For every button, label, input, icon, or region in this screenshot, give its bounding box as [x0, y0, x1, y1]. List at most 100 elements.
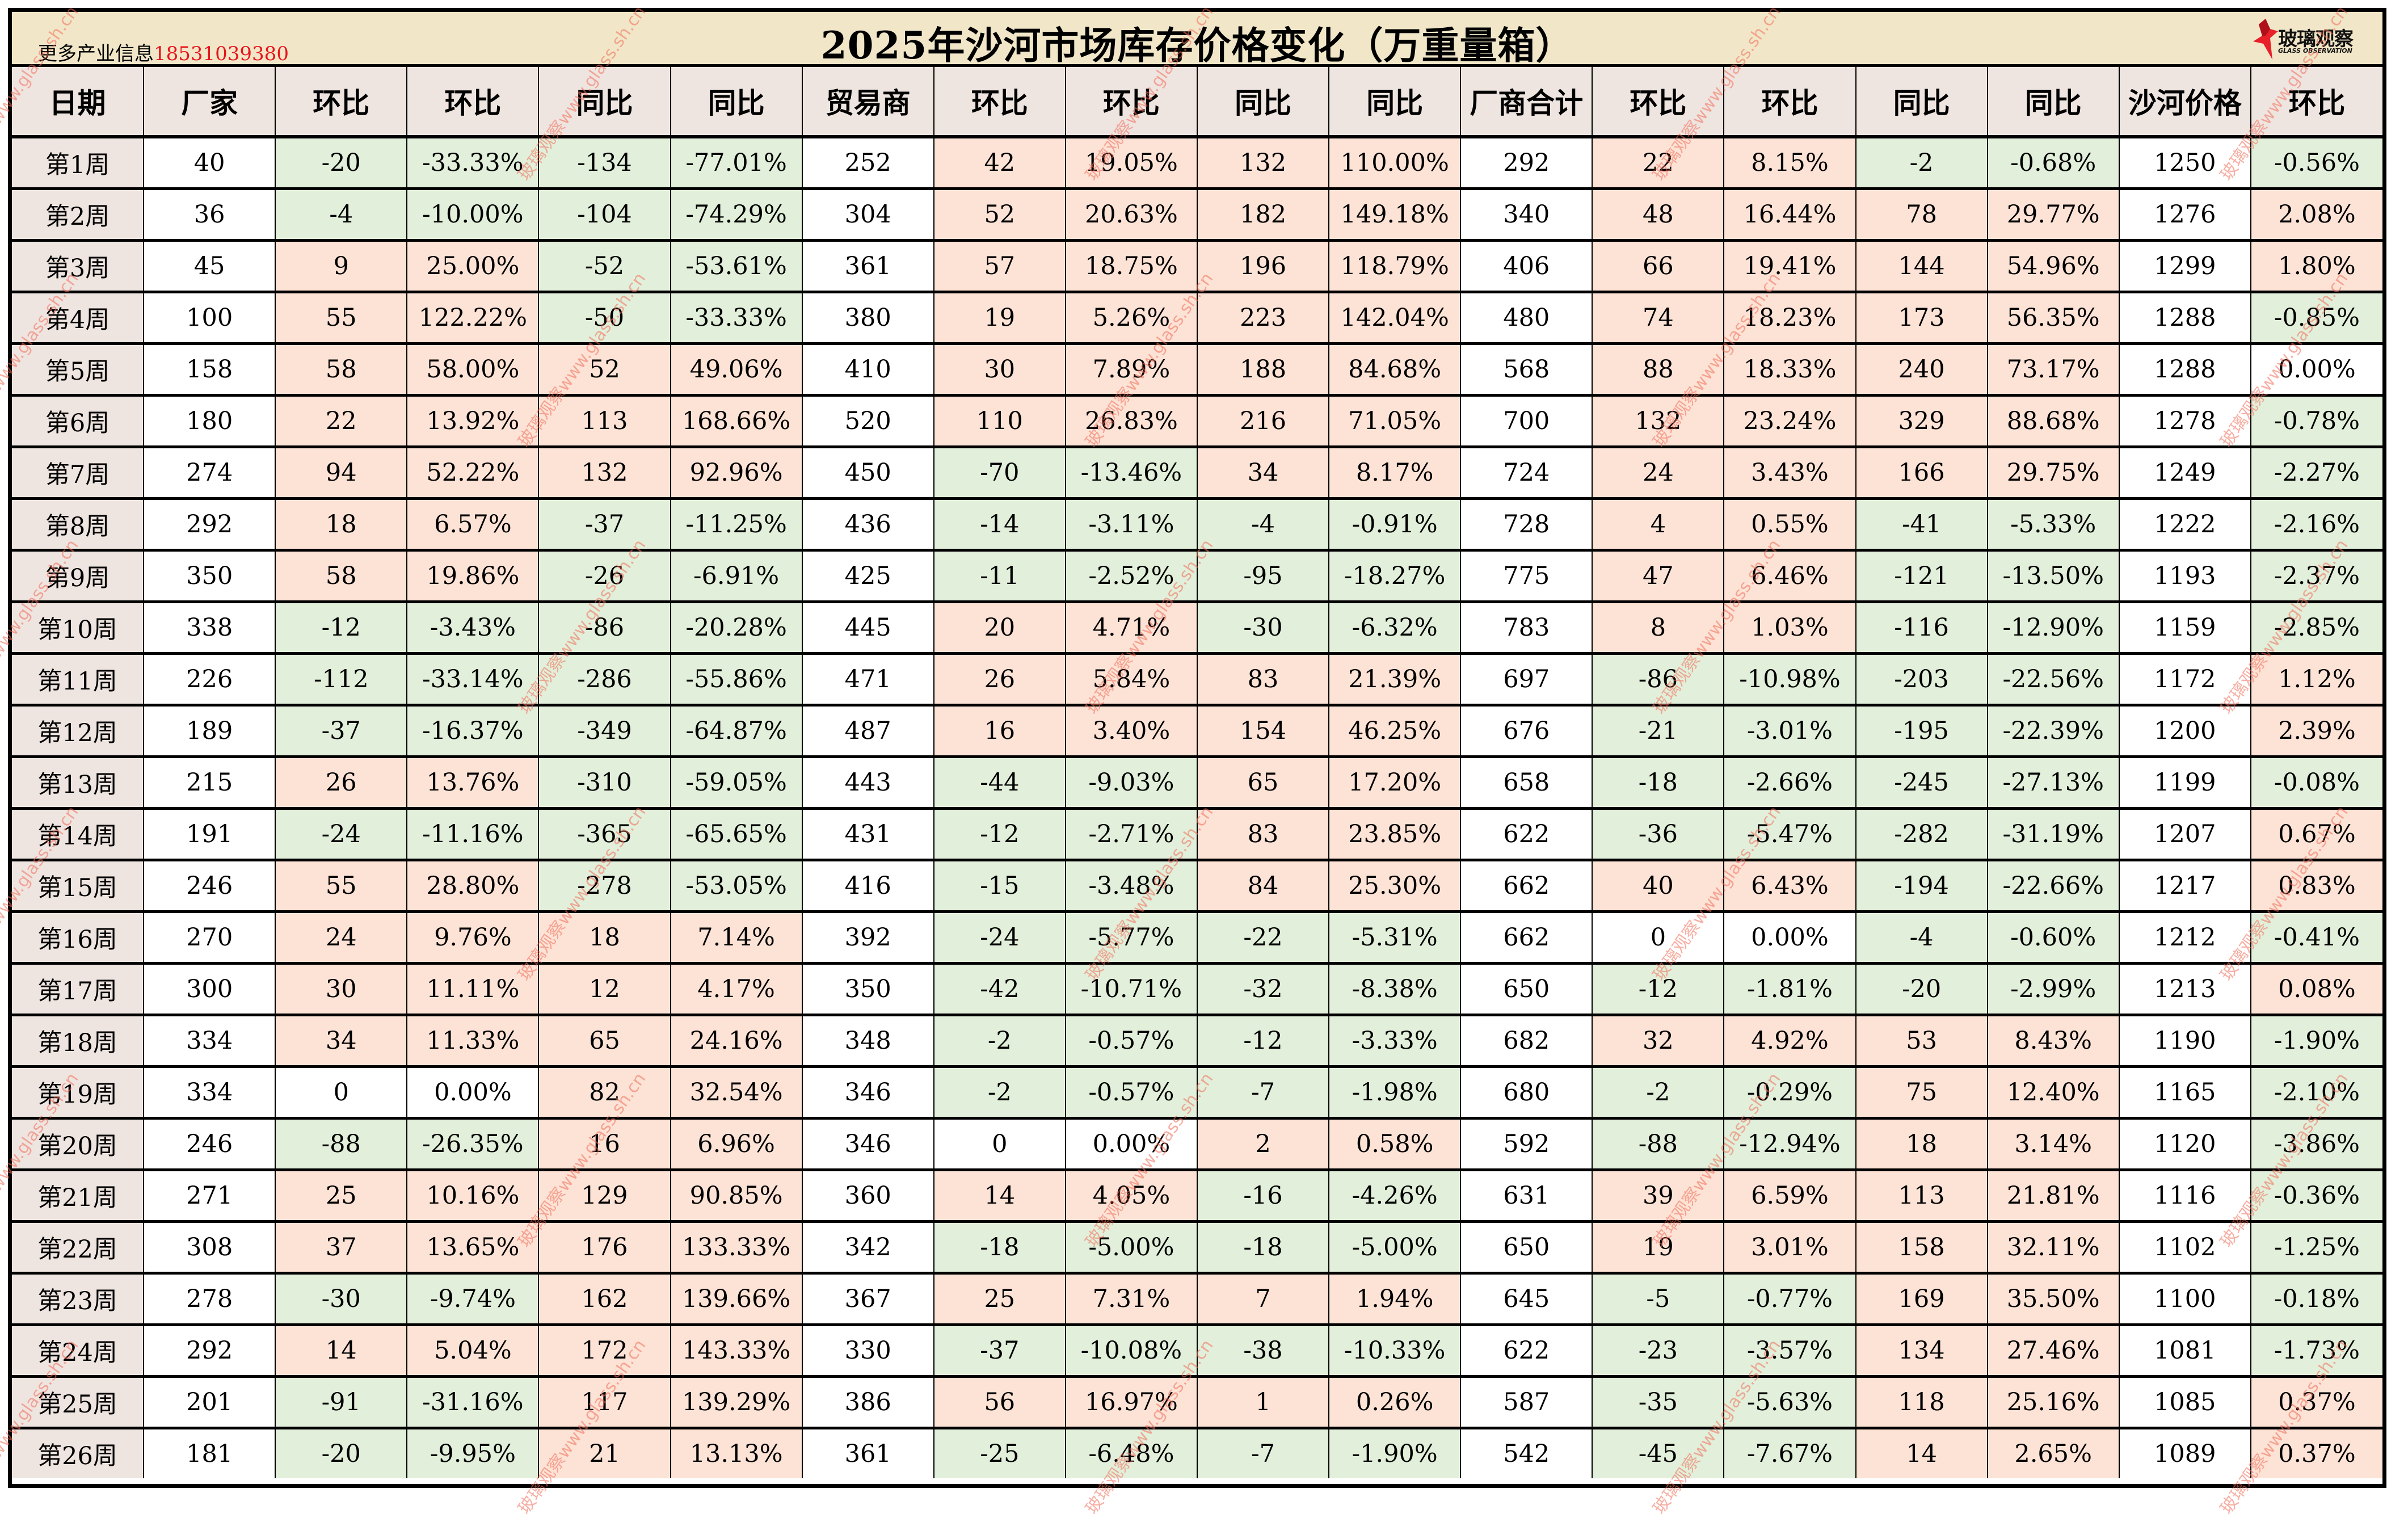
data-cell[interactable]: 0: [1592, 911, 1725, 965]
data-cell[interactable]: -16: [1197, 1170, 1330, 1223]
data-cell[interactable]: 21.81%: [1987, 1170, 2120, 1223]
data-cell[interactable]: 658: [1460, 756, 1593, 810]
data-cell[interactable]: 57: [933, 240, 1066, 293]
data-cell[interactable]: 154: [1197, 705, 1330, 758]
data-cell[interactable]: 75: [1855, 1066, 1988, 1120]
data-cell[interactable]: 0.83%: [2250, 860, 2382, 913]
data-cell[interactable]: 201: [144, 1376, 276, 1429]
data-cell[interactable]: 142.04%: [1329, 292, 1462, 345]
data-cell[interactable]: 88: [1592, 343, 1725, 397]
data-cell[interactable]: 18: [1855, 1118, 1988, 1171]
data-cell[interactable]: 1.12%: [2250, 653, 2382, 707]
data-cell[interactable]: 4.92%: [1724, 1015, 1856, 1068]
data-cell[interactable]: 1100: [2119, 1273, 2251, 1326]
data-cell[interactable]: 215: [144, 756, 276, 810]
data-cell[interactable]: 2.08%: [2250, 188, 2382, 242]
data-cell[interactable]: 52: [538, 343, 671, 397]
data-cell[interactable]: -116: [1855, 602, 1988, 655]
data-cell[interactable]: 14: [933, 1170, 1066, 1223]
data-cell[interactable]: 8.15%: [1724, 137, 1856, 190]
data-cell[interactable]: 724: [1460, 447, 1593, 500]
week-cell[interactable]: 第18周: [12, 1015, 145, 1068]
data-cell[interactable]: -12: [933, 808, 1066, 861]
data-cell[interactable]: -12: [1592, 963, 1725, 1016]
data-cell[interactable]: 46.25%: [1329, 705, 1462, 758]
data-cell[interactable]: 0.55%: [1724, 498, 1856, 552]
data-cell[interactable]: 216: [1197, 395, 1330, 448]
data-cell[interactable]: 338: [144, 602, 276, 655]
data-cell[interactable]: -42: [933, 963, 1066, 1016]
week-cell[interactable]: 第23周: [12, 1273, 145, 1326]
data-cell[interactable]: -0.77%: [1724, 1273, 1856, 1326]
data-cell[interactable]: 5.84%: [1065, 653, 1198, 707]
data-cell[interactable]: 1.94%: [1329, 1273, 1462, 1326]
data-cell[interactable]: -0.78%: [2250, 395, 2382, 448]
data-cell[interactable]: 90.85%: [670, 1170, 803, 1223]
data-cell[interactable]: 676: [1460, 705, 1593, 758]
data-cell[interactable]: -0.60%: [1987, 911, 2120, 965]
data-cell[interactable]: 367: [802, 1273, 934, 1326]
data-cell[interactable]: 36: [144, 188, 276, 242]
data-cell[interactable]: 34: [1197, 447, 1330, 500]
data-cell[interactable]: -121: [1855, 550, 1988, 603]
data-cell[interactable]: -4: [1855, 911, 1988, 965]
data-cell[interactable]: -64.87%: [670, 705, 803, 758]
data-cell[interactable]: 55: [275, 292, 408, 345]
data-cell[interactable]: -1.98%: [1329, 1066, 1462, 1120]
data-cell[interactable]: -3.86%: [2250, 1118, 2382, 1171]
data-cell[interactable]: 158: [144, 343, 276, 397]
data-cell[interactable]: 32.54%: [670, 1066, 803, 1120]
data-cell[interactable]: 34: [275, 1015, 408, 1068]
data-cell[interactable]: 1199: [2119, 756, 2251, 810]
data-cell[interactable]: 19.41%: [1724, 240, 1856, 293]
data-cell[interactable]: 56: [933, 1376, 1066, 1429]
data-cell[interactable]: -5.47%: [1724, 808, 1856, 861]
data-cell[interactable]: 587: [1460, 1376, 1593, 1429]
data-cell[interactable]: -41: [1855, 498, 1988, 552]
data-cell[interactable]: 78: [1855, 188, 1988, 242]
data-cell[interactable]: 416: [802, 860, 934, 913]
data-cell[interactable]: 21: [538, 1428, 671, 1478]
data-cell[interactable]: -0.08%: [2250, 756, 2382, 810]
data-cell[interactable]: 32: [1592, 1015, 1725, 1068]
data-cell[interactable]: -44: [933, 756, 1066, 810]
data-cell[interactable]: 88.68%: [1987, 395, 2120, 448]
data-cell[interactable]: 17.20%: [1329, 756, 1462, 810]
week-cell[interactable]: 第5周: [12, 343, 145, 397]
data-cell[interactable]: -11.25%: [670, 498, 803, 552]
data-cell[interactable]: 14: [1855, 1428, 1988, 1478]
data-cell[interactable]: 133.33%: [670, 1221, 803, 1275]
data-cell[interactable]: 20.63%: [1065, 188, 1198, 242]
data-cell[interactable]: -26: [538, 550, 671, 603]
data-cell[interactable]: 40: [144, 137, 276, 190]
data-cell[interactable]: 132: [1197, 137, 1330, 190]
data-cell[interactable]: 1081: [2119, 1324, 2251, 1378]
data-cell[interactable]: -12.94%: [1724, 1118, 1856, 1171]
data-cell[interactable]: 223: [1197, 292, 1330, 345]
data-cell[interactable]: -88: [275, 1118, 408, 1171]
data-cell[interactable]: 168.66%: [670, 395, 803, 448]
data-cell[interactable]: 110.00%: [1329, 137, 1462, 190]
data-cell[interactable]: 3.40%: [1065, 705, 1198, 758]
data-cell[interactable]: 568: [1460, 343, 1593, 397]
data-cell[interactable]: 35.50%: [1987, 1273, 2120, 1326]
data-cell[interactable]: 520: [802, 395, 934, 448]
data-cell[interactable]: -365: [538, 808, 671, 861]
data-cell[interactable]: -2.16%: [2250, 498, 2382, 552]
data-cell[interactable]: -14: [933, 498, 1066, 552]
data-cell[interactable]: 2: [1197, 1118, 1330, 1171]
week-cell[interactable]: 第21周: [12, 1170, 145, 1223]
data-cell[interactable]: -0.41%: [2250, 911, 2382, 965]
data-cell[interactable]: 728: [1460, 498, 1593, 552]
data-cell[interactable]: 39: [1592, 1170, 1725, 1223]
data-cell[interactable]: 22: [1592, 137, 1725, 190]
data-cell[interactable]: 12.40%: [1987, 1066, 2120, 1120]
data-cell[interactable]: 0: [275, 1066, 408, 1120]
data-cell[interactable]: 19: [1592, 1221, 1725, 1275]
data-cell[interactable]: 622: [1460, 1324, 1593, 1378]
data-cell[interactable]: 23.85%: [1329, 808, 1462, 861]
data-cell[interactable]: 240: [1855, 343, 1988, 397]
data-cell[interactable]: -12: [275, 602, 408, 655]
data-cell[interactable]: 542: [1460, 1428, 1593, 1478]
data-cell[interactable]: 26: [275, 756, 408, 810]
